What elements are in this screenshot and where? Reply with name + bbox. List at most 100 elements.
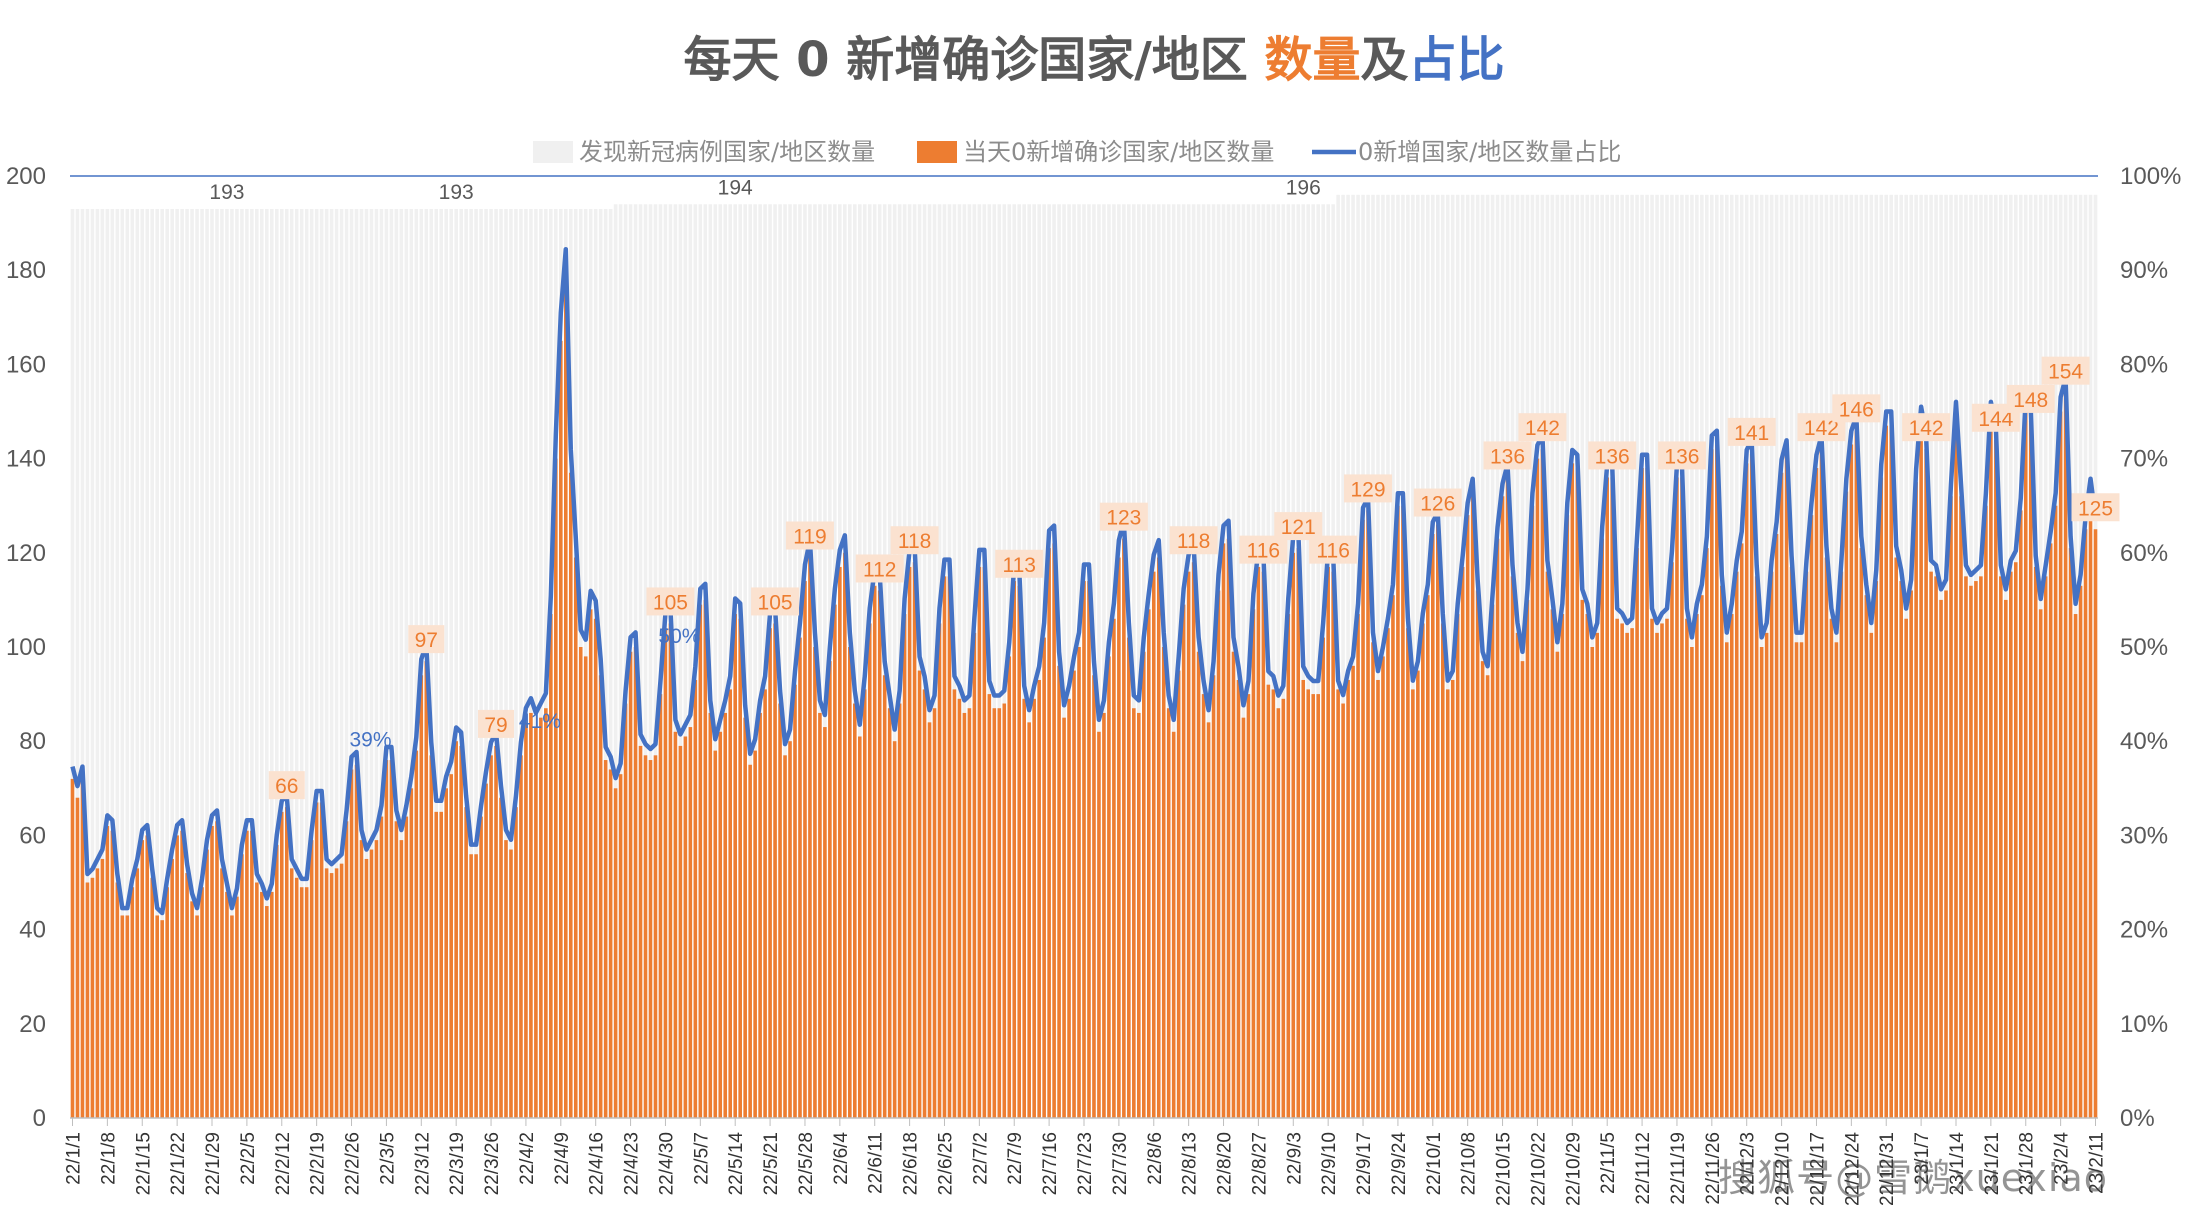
y-right-tick-label: 40% xyxy=(2120,728,2168,755)
watermark: 搜狐号@雪鹅xuexiao xyxy=(1718,1156,2108,1200)
zero-new-bar xyxy=(2048,543,2053,1118)
x-tick-label: 22/3/19 xyxy=(447,1132,468,1195)
zero-new-bar xyxy=(1510,576,1515,1118)
zero-new-bar xyxy=(1814,468,1819,1118)
total-bar xyxy=(683,204,688,1118)
total-bar xyxy=(324,208,329,1119)
count-value-label: 148 xyxy=(2013,389,2048,412)
total-bar xyxy=(469,208,473,1119)
zero-new-bar xyxy=(693,679,698,1118)
total-bar xyxy=(364,208,369,1119)
zero-new-bar xyxy=(125,915,130,1118)
zero-new-bar xyxy=(464,807,468,1118)
zero-new-bar xyxy=(763,689,767,1118)
count-label-box xyxy=(1274,512,1323,541)
x-tick-label: 22/8/6 xyxy=(1145,1132,1166,1185)
zero-new-bar xyxy=(808,557,812,1118)
zero-new-bar xyxy=(1894,557,1898,1118)
x-tick-label: 23/1/7 xyxy=(1912,1132,1933,1185)
zero-new-bar xyxy=(1092,675,1096,1118)
zero-new-bar xyxy=(937,623,942,1118)
count-value-label: 112 xyxy=(863,558,896,581)
zero-new-bar xyxy=(952,689,957,1118)
total-bar xyxy=(823,204,827,1118)
zero-new-bar xyxy=(1281,698,1286,1118)
zero-new-bar xyxy=(444,788,448,1118)
zero-new-bar xyxy=(554,458,558,1119)
total-bar xyxy=(225,208,229,1119)
zero-new-bar xyxy=(409,788,414,1118)
count-value-label: 121 xyxy=(1281,516,1316,539)
zero-new-bar xyxy=(658,694,663,1118)
y-left-tick-label: 180 xyxy=(6,257,46,284)
zero-new-bar xyxy=(1331,571,1335,1118)
total-bar xyxy=(354,208,359,1119)
zero-new-bar xyxy=(314,802,319,1118)
zero-new-bar xyxy=(175,835,179,1118)
zero-new-bar xyxy=(1326,566,1330,1118)
zero-new-bar xyxy=(100,858,105,1118)
zero-new-bar xyxy=(962,712,967,1118)
zero-new-bar xyxy=(1291,552,1296,1118)
total-bar xyxy=(379,208,384,1119)
zero-new-bar xyxy=(783,755,787,1118)
zero-new-bar xyxy=(539,717,543,1118)
zero-new-bar xyxy=(1749,453,1754,1118)
zero-new-bar xyxy=(718,731,723,1118)
y-right-tick-label: 10% xyxy=(2120,1011,2168,1038)
zero-new-bar xyxy=(1984,505,1988,1118)
zero-new-bar xyxy=(1211,675,1216,1118)
zero-new-bar xyxy=(1675,477,1679,1118)
zero-new-bar xyxy=(115,882,120,1118)
zero-new-bar xyxy=(250,830,254,1118)
zero-new-bar xyxy=(1386,628,1390,1118)
total-bar xyxy=(479,208,483,1119)
y-right-tick-label: 60% xyxy=(2120,540,2168,567)
zero-new-bar xyxy=(215,821,219,1118)
zero-new-bar xyxy=(1625,632,1629,1118)
zero-new-bar xyxy=(972,632,977,1118)
zero-new-bar xyxy=(753,750,757,1118)
zero-new-bar xyxy=(857,736,862,1118)
count-label-box xyxy=(1413,488,1462,517)
total-bar xyxy=(783,204,787,1118)
zero-new-bar xyxy=(1052,543,1056,1118)
zero-new-bar xyxy=(1769,571,1774,1118)
count-value-label: 66 xyxy=(275,775,298,798)
zero-new-bar xyxy=(1376,679,1380,1118)
zero-new-bar xyxy=(1565,515,1570,1118)
count-label-box xyxy=(646,587,695,616)
zero-new-bar xyxy=(1705,548,1709,1118)
zero-new-bar xyxy=(1784,453,1789,1118)
zero-new-bar xyxy=(1680,477,1684,1118)
count-label-box xyxy=(1309,535,1358,564)
count-value-label: 113 xyxy=(1002,554,1035,577)
zero-new-bar xyxy=(1724,642,1729,1118)
count-value-label: 126 xyxy=(1420,493,1455,516)
zero-new-bar xyxy=(284,807,289,1118)
zero-new-bar xyxy=(2043,576,2048,1118)
total-bar xyxy=(454,208,458,1119)
zero-new-bar xyxy=(1246,694,1251,1118)
zero-new-bar xyxy=(1480,661,1485,1118)
total-bar xyxy=(319,208,324,1119)
zero-new-bar xyxy=(534,727,538,1118)
total-bar xyxy=(788,204,792,1118)
zero-new-bar xyxy=(997,708,1002,1118)
ratio-value-label: 39% xyxy=(349,729,391,752)
total-bar xyxy=(887,204,892,1118)
zero-new-bar xyxy=(319,802,324,1118)
zero-new-bar xyxy=(140,840,145,1118)
total-bar xyxy=(70,208,75,1119)
zero-new-bar xyxy=(1844,491,1849,1118)
total-value-label: 193 xyxy=(439,181,474,204)
x-tick-label: 22/9/10 xyxy=(1319,1132,1340,1195)
total-bar xyxy=(230,208,234,1119)
count-value-label: 118 xyxy=(898,530,931,553)
x-tick-label: 22/3/26 xyxy=(482,1132,503,1195)
zero-new-bar xyxy=(2018,510,2023,1118)
zero-new-bar xyxy=(2053,505,2058,1118)
zero-new-bar xyxy=(484,783,488,1118)
zero-new-bar xyxy=(1615,618,1619,1118)
total-bar xyxy=(339,208,344,1119)
